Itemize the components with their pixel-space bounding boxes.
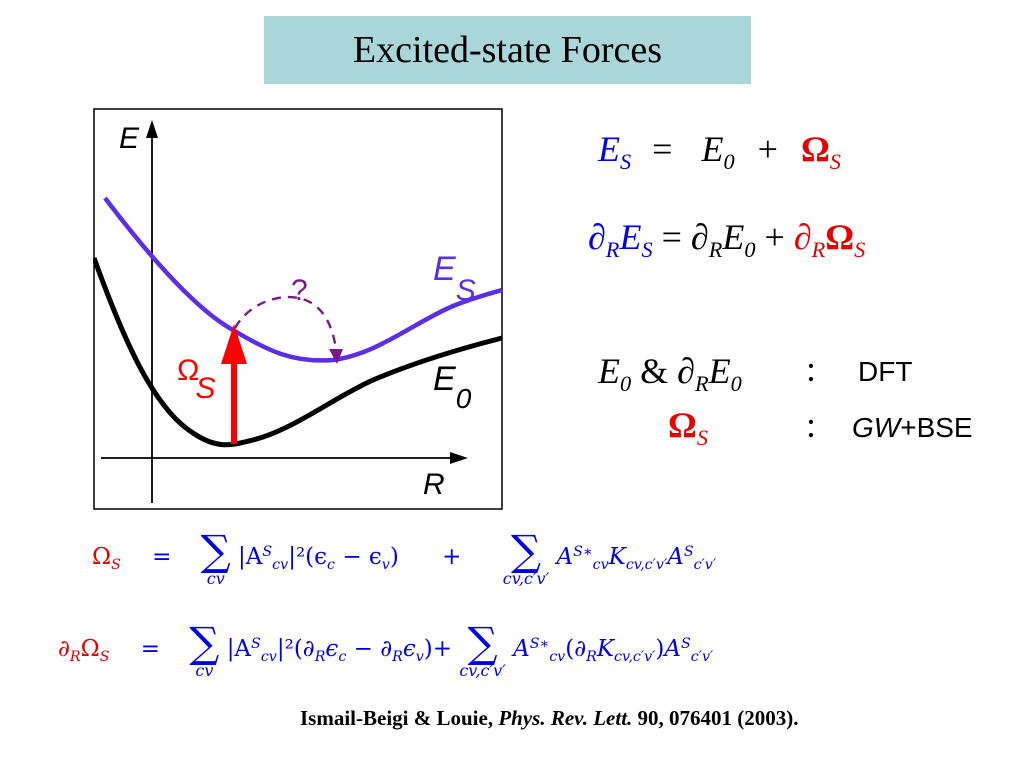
question-mark: ? xyxy=(291,274,308,307)
slide-title: Excited-state Forces xyxy=(352,29,663,71)
citation: Ismail-Beigi & Louie, Phys. Rev. Lett. 9… xyxy=(300,706,799,730)
excitation-energy-symbol: ΩS xyxy=(800,129,841,174)
ground-curve-label: E0 xyxy=(433,360,472,414)
x-axis-arrowhead xyxy=(450,452,468,464)
excitation-label-sub: S xyxy=(195,372,215,405)
excited-energy-symbol: ES xyxy=(598,129,632,174)
force-sum-equation: ∂RES = ∂RE0 + ∂RΩS xyxy=(588,217,866,262)
y-axis-arrowhead xyxy=(146,120,158,138)
energy-sum-equation: ES = E0 + ΩS xyxy=(598,129,841,174)
excitation-energy-formula: ΩS = ∑ cv |AScv|²(ϵc − ϵv) + ∑ cv,c′v′ AS∗… xyxy=(92,526,717,588)
dft-label: DFT xyxy=(858,356,913,387)
ground-state-curve xyxy=(93,257,503,448)
ground-energy-symbol: E0 xyxy=(701,129,735,174)
slide-title-box: Excited-state Forces xyxy=(264,16,751,84)
excited-state-curve xyxy=(103,196,503,363)
gwbse-colon: : xyxy=(806,405,817,445)
plot-frame xyxy=(93,108,503,510)
relaxation-arrowhead xyxy=(329,349,343,364)
relaxation-dashed-arrow xyxy=(233,295,339,357)
excitation-force-formula: ∂RΩS = ∑ cv |AScv|²(∂Rϵc − ∂Rϵv)+ ∑ cv,c′v… xyxy=(58,618,714,680)
x-axis-label: R xyxy=(423,468,445,501)
gwbse-label: GW+BSE xyxy=(852,412,973,443)
y-axis-label: E xyxy=(119,122,140,155)
dft-colon: : xyxy=(806,349,817,389)
dft-method-line: E0 & ∂RE0 xyxy=(598,351,742,396)
excitation-arrowhead xyxy=(221,324,247,364)
gwbse-symbol: ΩS xyxy=(668,405,708,450)
excited-curve-label: ES xyxy=(433,250,476,307)
